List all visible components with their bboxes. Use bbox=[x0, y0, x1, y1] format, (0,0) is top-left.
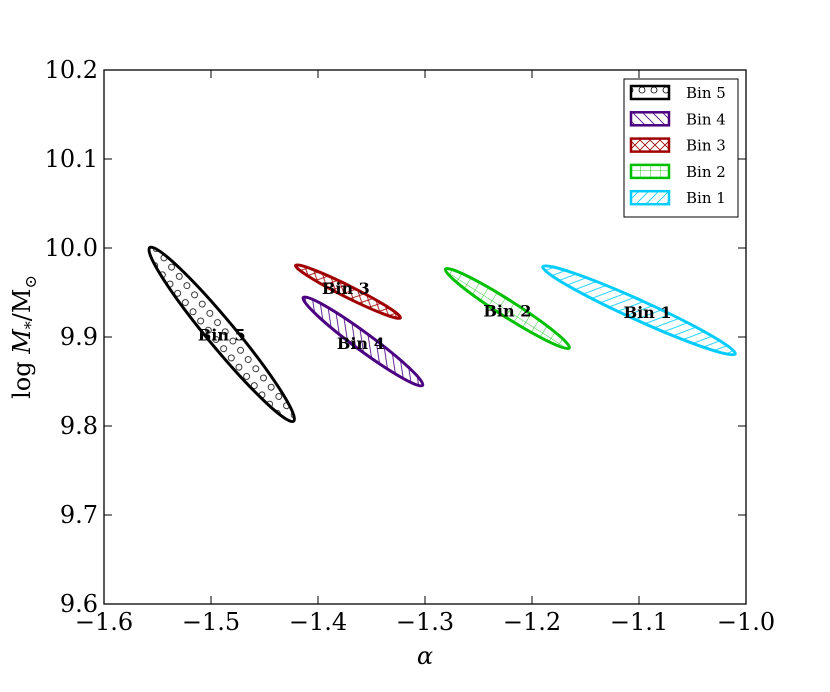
x-tick-label: −1.4 bbox=[289, 608, 347, 636]
legend-label-bin-2: Bin 2 bbox=[686, 163, 726, 181]
legend-swatch-bin-1 bbox=[629, 189, 671, 206]
x-axis-label: α bbox=[417, 642, 433, 670]
y-tick-label: 9.7 bbox=[60, 501, 98, 529]
y-tick-label: 9.9 bbox=[60, 323, 98, 351]
tick-labels-layer: −1.6 −1.5 −1.4 −1.3 −1.2 −1.1 −1.0 9.6 9.7 9.8 9.9… bbox=[45, 56, 776, 636]
ellipse-label-bin-5: Bin 5 bbox=[198, 325, 246, 344]
legend-swatch-bin-5 bbox=[629, 84, 671, 101]
legend-label-bin-1: Bin 1 bbox=[686, 189, 726, 207]
x-tick-label: −1.1 bbox=[610, 608, 668, 636]
legend-item-bin-2: Bin 2 bbox=[629, 163, 726, 181]
ellipse-label-bin-3: Bin 3 bbox=[322, 279, 370, 298]
y-axis-label: log M*/M⊙ bbox=[8, 275, 40, 399]
legend-swatch-bin-4 bbox=[629, 111, 671, 127]
ellipse-label-bin-4: Bin 4 bbox=[337, 334, 385, 353]
legend-label-bin-3: Bin 3 bbox=[686, 137, 726, 155]
ellipse-bin-3 bbox=[294, 263, 402, 320]
legend-swatch-bin-2 bbox=[629, 163, 671, 180]
legend-item-bin-3: Bin 3 bbox=[629, 137, 726, 155]
x-tick-label: −1.0 bbox=[717, 608, 775, 636]
y-axis-label-prefix: log bbox=[8, 354, 36, 399]
y-tick-label: 10.1 bbox=[45, 145, 98, 173]
y-tick-label: 9.8 bbox=[60, 412, 98, 440]
x-tick-label: −1.3 bbox=[396, 608, 454, 636]
legend-label-bin-4: Bin 4 bbox=[686, 110, 726, 128]
ellipse-label-bin-2: Bin 2 bbox=[483, 301, 531, 320]
ellipse-bin-1 bbox=[541, 264, 737, 357]
legend-item-bin-4: Bin 4 bbox=[629, 110, 726, 128]
ticks-layer bbox=[103, 69, 747, 605]
y-tick-label: 9.6 bbox=[60, 590, 98, 618]
legend: Bin 5 Bin 4 Bin 3 Bin 2 Bin 1 bbox=[623, 78, 739, 218]
legend-item-bin-5: Bin 5 bbox=[629, 84, 726, 102]
ellipse-label-bin-1: Bin 1 bbox=[624, 303, 672, 322]
ellipse-bin-4 bbox=[301, 295, 425, 388]
ellipse-labels-layer: Bin 5 Bin 4 Bin 3 Bin 2 Bin 1 bbox=[198, 279, 672, 353]
x-tick-label: −1.2 bbox=[503, 608, 561, 636]
y-tick-label: 10.0 bbox=[45, 234, 98, 262]
legend-item-bin-1: Bin 1 bbox=[629, 189, 726, 207]
y-tick-label: 10.2 bbox=[45, 56, 98, 84]
y-axis-label-sub2: ⊙ bbox=[21, 275, 40, 288]
y-axis-label-sep: /M bbox=[8, 289, 36, 322]
x-tick-label: −1.5 bbox=[182, 608, 240, 636]
ellipse-bin-5 bbox=[147, 245, 296, 424]
y-axis-label-sub: * bbox=[21, 321, 40, 329]
legend-swatch-bin-3 bbox=[629, 137, 671, 153]
legend-label-bin-5: Bin 5 bbox=[686, 84, 726, 102]
y-axis-label-var: M bbox=[8, 328, 36, 355]
x-tick-label: −1.6 bbox=[75, 608, 133, 636]
legend-items: Bin 5 Bin 4 Bin 3 Bin 2 Bin 1 bbox=[629, 84, 726, 207]
ellipse-bin-2 bbox=[443, 266, 571, 351]
ellipses-layer bbox=[147, 245, 737, 424]
